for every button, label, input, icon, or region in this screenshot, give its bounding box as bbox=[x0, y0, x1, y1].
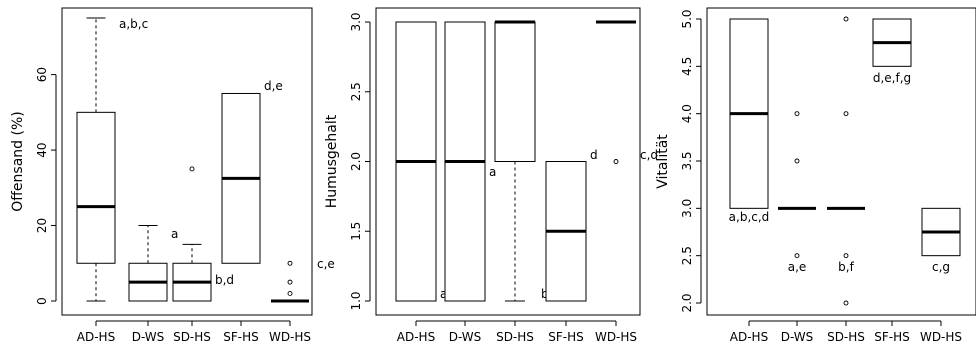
plot-frame bbox=[375, 7, 641, 316]
x-tick-label: D-WS bbox=[449, 330, 482, 344]
y-axis-title: Vitalität bbox=[655, 134, 671, 189]
outlier-point bbox=[843, 16, 849, 22]
significance-letters: c,g bbox=[932, 260, 950, 274]
box-d-ws: a bbox=[128, 225, 178, 302]
significance-letters: d bbox=[590, 148, 598, 162]
y-tick-label: 40 bbox=[35, 142, 49, 157]
significance-letters: c,e bbox=[317, 257, 335, 271]
y-axis-title: Offensand (%) bbox=[10, 111, 26, 211]
outlier-point bbox=[613, 159, 619, 164]
outlier-point bbox=[794, 158, 800, 164]
significance-letters: b bbox=[541, 287, 549, 301]
y-tick-label: 3.0 bbox=[680, 199, 694, 218]
outlier-point bbox=[843, 253, 849, 259]
y-tick-label: 1.0 bbox=[349, 291, 363, 310]
y-tick-label: 2.5 bbox=[680, 246, 694, 265]
y-tick-label: 4.0 bbox=[680, 104, 694, 123]
y-tick-label: 2.0 bbox=[349, 152, 363, 171]
box-body bbox=[76, 111, 116, 264]
outlier-point bbox=[287, 279, 293, 285]
x-tick-label: SD-HS bbox=[173, 330, 211, 344]
y-tick-label: 3.0 bbox=[349, 12, 363, 31]
significance-letters: d,e,f,g bbox=[873, 71, 911, 85]
y-tick-label: 4.5 bbox=[680, 57, 694, 76]
x-tick-label: SF-HS bbox=[223, 330, 259, 344]
outlier-point bbox=[843, 111, 849, 117]
box-d-ws: a bbox=[444, 21, 496, 302]
box-sf-hs: d,e bbox=[221, 79, 283, 264]
y-tick-label: 60 bbox=[35, 67, 49, 82]
box-wd-hs: c,g bbox=[921, 207, 961, 274]
box-sd-hs: b,f bbox=[827, 16, 865, 306]
box-ad-hs: a,b,c bbox=[395, 21, 469, 302]
panel-1: 0 20 40 60 Offensand (%) AD-HS D-WS SD-HS SF-HS W… bbox=[10, 7, 335, 344]
box-body bbox=[494, 21, 536, 162]
y-tick-label: 20 bbox=[35, 218, 49, 233]
x-tick-label: WD-HS bbox=[595, 330, 637, 344]
x-tick-label: WD-HS bbox=[269, 330, 311, 344]
plot-frame bbox=[706, 7, 976, 316]
x-tick-label: WD-HS bbox=[920, 330, 962, 344]
outlier-point bbox=[287, 291, 293, 296]
outlier-point bbox=[287, 260, 293, 266]
box-sd-hs: b bbox=[494, 20, 549, 302]
box-ad-hs: a,b,c,d bbox=[729, 18, 770, 224]
x-tick-label: SF-HS bbox=[548, 330, 584, 344]
y-tick-label: 5.0 bbox=[680, 9, 694, 28]
box-wd-hs: c,d bbox=[596, 20, 658, 164]
outlier-point bbox=[189, 166, 195, 172]
box-sd-hs: b,d bbox=[172, 166, 234, 302]
y-tick-label: 2.0 bbox=[680, 293, 694, 312]
panel-2: 1.0 1.5 2.0 2.5 3.0 Humusgehalt AD-HS D-WS SD-HS… bbox=[324, 7, 658, 344]
significance-letters: d,e bbox=[264, 79, 283, 93]
y-tick-label: 0 bbox=[35, 297, 49, 305]
x-tick-label: AD-HS bbox=[77, 330, 115, 344]
y-tick-label: 3.5 bbox=[680, 151, 694, 170]
outlier-point bbox=[794, 111, 800, 117]
y-axis-title: Humusgehalt bbox=[324, 114, 340, 208]
x-tick-label: SD-HS bbox=[827, 330, 865, 344]
box-wd-hs: c,e bbox=[271, 257, 335, 303]
plot-frame bbox=[61, 7, 313, 316]
significance-letters: a,b,c,d bbox=[729, 210, 770, 224]
x-tick-label: SD-HS bbox=[496, 330, 534, 344]
significance-letters: a bbox=[171, 227, 178, 241]
significance-letters: b,f bbox=[838, 260, 854, 274]
outlier-point bbox=[843, 300, 849, 306]
x-tick-label: AD-HS bbox=[730, 330, 768, 344]
significance-letters: b,d bbox=[215, 273, 234, 287]
box-sf-hs: d bbox=[545, 148, 598, 302]
x-tick-label: D-WS bbox=[781, 330, 814, 344]
x-tick-label: SF-HS bbox=[874, 330, 910, 344]
x-tick-label: D-WS bbox=[132, 330, 165, 344]
outlier-point bbox=[794, 253, 800, 259]
y-tick-label: 2.5 bbox=[349, 82, 363, 101]
significance-letters: a,b,c bbox=[119, 17, 148, 31]
box-d-ws: a,e bbox=[778, 111, 816, 274]
x-tick-label: AD-HS bbox=[397, 330, 435, 344]
y-tick-label: 1.5 bbox=[349, 222, 363, 241]
box-sf-hs: d,e,f,g bbox=[872, 18, 912, 85]
box-ad-hs: a,b,c bbox=[76, 17, 148, 302]
significance-letters: a,e bbox=[788, 260, 807, 274]
panel-3: 2.0 2.5 3.0 3.5 4.0 4.5 5.0 Vitalität AD-HS D-WS S… bbox=[655, 7, 976, 344]
significance-letters: a bbox=[489, 165, 496, 179]
significance-letters: c,d bbox=[640, 148, 658, 162]
